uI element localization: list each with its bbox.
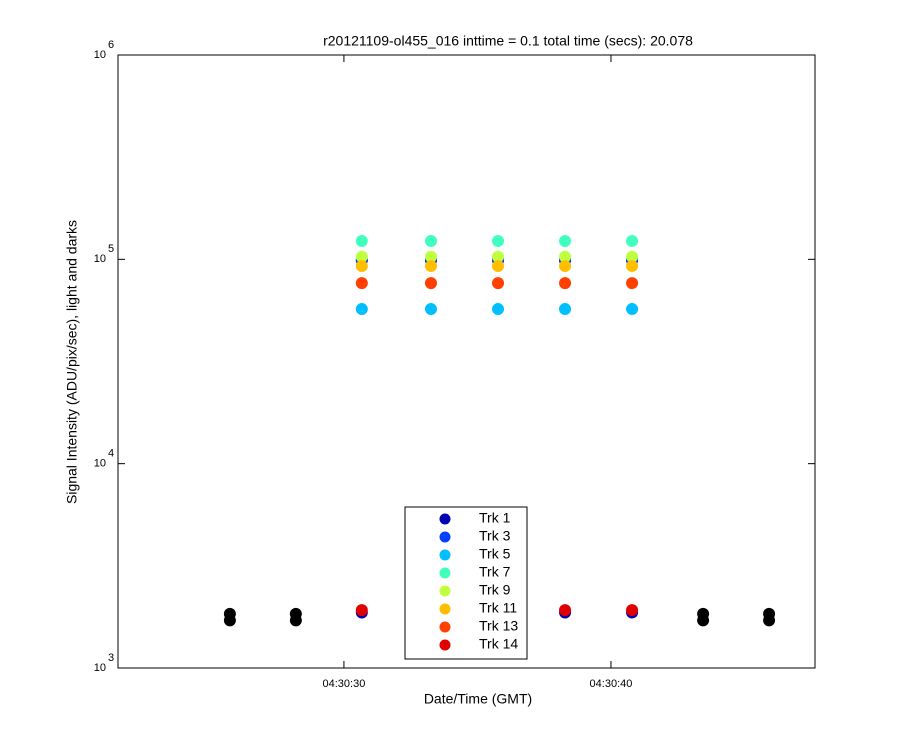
- point: [697, 614, 710, 627]
- point: [355, 604, 368, 617]
- point: [559, 277, 572, 290]
- y-tick-exponent: 4: [108, 448, 114, 460]
- point: [223, 614, 236, 627]
- legend-marker: [439, 513, 451, 525]
- y-tick-label: 10: [94, 49, 106, 61]
- y-tick-exponent: 5: [108, 243, 114, 255]
- point: [492, 303, 505, 316]
- legend-label: Trk 14: [479, 636, 518, 652]
- point: [424, 250, 437, 263]
- point: [355, 303, 368, 316]
- y-tick-label: 10: [94, 662, 106, 674]
- point: [626, 604, 639, 617]
- legend-label: Trk 3: [479, 528, 511, 544]
- point: [559, 604, 572, 617]
- y-tick-label: 10: [94, 458, 106, 470]
- point: [424, 234, 437, 247]
- legend-label: Trk 11: [479, 600, 517, 616]
- point: [559, 234, 572, 247]
- point: [492, 277, 505, 290]
- point: [559, 260, 572, 273]
- legend-marker: [439, 531, 451, 543]
- point: [626, 260, 639, 273]
- y-tick-exponent: 6: [108, 39, 114, 51]
- chart-title: r20121109-ol455_016 inttime = 0.1 total …: [323, 33, 693, 49]
- x-tick-label: 04:30:30: [323, 678, 366, 690]
- point: [492, 250, 505, 263]
- point: [492, 234, 505, 247]
- y-tick-exponent: 3: [108, 652, 114, 664]
- point: [355, 277, 368, 290]
- point: [355, 234, 368, 247]
- point: [289, 614, 302, 627]
- x-tick-label: 04:30:40: [590, 678, 633, 690]
- point: [626, 250, 639, 263]
- point: [355, 260, 368, 273]
- point: [626, 303, 639, 316]
- y-axis-label: Signal Intensity (ADU/pix/sec), light an…: [64, 220, 80, 504]
- point: [559, 303, 572, 316]
- point: [492, 260, 505, 273]
- point: [763, 614, 776, 627]
- legend-label: Trk 9: [479, 582, 511, 598]
- point: [424, 277, 437, 290]
- legend-marker: [439, 567, 451, 579]
- point: [424, 260, 437, 273]
- legend-marker: [439, 603, 451, 615]
- legend-label: Trk 7: [479, 564, 511, 580]
- legend-marker: [439, 639, 451, 651]
- legend-marker: [439, 549, 451, 561]
- legend-label: Trk 1: [479, 510, 511, 526]
- x-axis-label: Date/Time (GMT): [424, 691, 532, 707]
- legend-marker: [439, 621, 451, 633]
- legend-label: Trk 13: [479, 618, 518, 634]
- point: [355, 250, 368, 263]
- point: [559, 250, 572, 263]
- legend-label: Trk 5: [479, 546, 511, 562]
- point: [626, 277, 639, 290]
- legend-box: [404, 506, 528, 660]
- y-tick-label: 10: [94, 253, 106, 265]
- point: [626, 234, 639, 247]
- point: [424, 303, 437, 316]
- legend-marker: [439, 585, 451, 597]
